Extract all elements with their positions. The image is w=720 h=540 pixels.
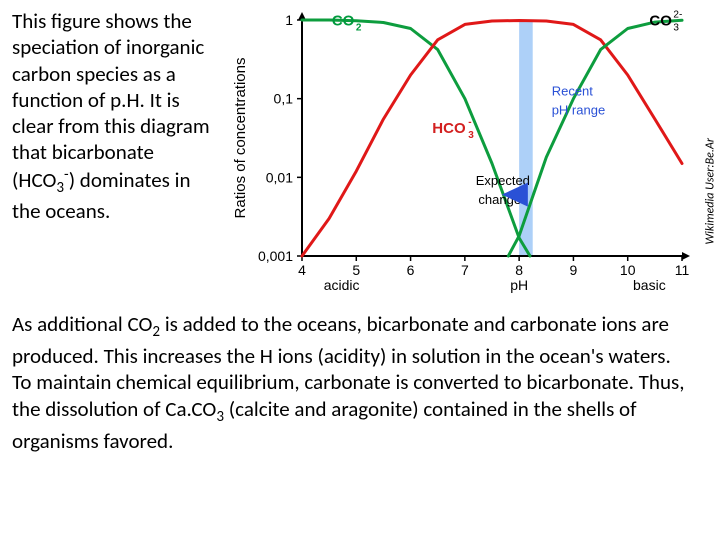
svg-text:pH range: pH range <box>552 102 605 117</box>
svg-text:Ratios of concentrations: Ratios of concentrations <box>232 58 249 219</box>
svg-text:acidic: acidic <box>324 277 360 293</box>
caption-left: This figure shows the speciation of inor… <box>12 8 227 224</box>
bottom-para-2: To maintain chemical equilibrium, carbon… <box>12 369 708 454</box>
svg-text:basic: basic <box>633 277 666 293</box>
svg-text:0,1: 0,1 <box>274 91 294 107</box>
svg-text:11: 11 <box>675 262 690 278</box>
svg-text:6: 6 <box>407 262 415 278</box>
caption-bottom: As additional CO2 is added to the oceans… <box>0 293 720 455</box>
svg-text:pH: pH <box>510 277 528 293</box>
svg-text:1: 1 <box>285 12 293 28</box>
svg-text:2: 2 <box>356 23 362 34</box>
speciation-chart: 1 0,1 0,01 0,001 4 5 6 7 8 9 10 11 acidic pH basic Rati… <box>227 8 702 293</box>
chart-svg: 1 0,1 0,01 0,001 4 5 6 7 8 9 10 11 acidic pH basic Rati… <box>227 8 702 293</box>
attribution-text: Wikimedia User:Be.Ar <box>704 138 718 245</box>
caption-part1: This figure shows the speciation of inor… <box>12 8 210 193</box>
svg-text:0,001: 0,001 <box>258 248 293 264</box>
svg-text:8: 8 <box>515 262 523 278</box>
svg-text:3: 3 <box>673 23 679 34</box>
svg-text:5: 5 <box>352 262 360 278</box>
svg-text:7: 7 <box>461 262 469 278</box>
bottom-para-1: As additional CO2 is added to the oceans… <box>12 311 708 369</box>
svg-text:Recent: Recent <box>552 84 594 99</box>
svg-text:-: - <box>468 117 471 128</box>
caption-sub: 3 <box>56 179 64 197</box>
svg-text:CO: CO <box>332 13 355 30</box>
svg-text:10: 10 <box>620 262 636 278</box>
svg-text:HCO: HCO <box>432 120 466 137</box>
svg-text:0,01: 0,01 <box>266 169 293 185</box>
svg-text:4: 4 <box>298 262 306 278</box>
svg-text:2-: 2- <box>673 10 682 21</box>
svg-text:CO: CO <box>649 13 672 30</box>
svg-text:3: 3 <box>468 130 474 141</box>
svg-text:9: 9 <box>570 262 578 278</box>
